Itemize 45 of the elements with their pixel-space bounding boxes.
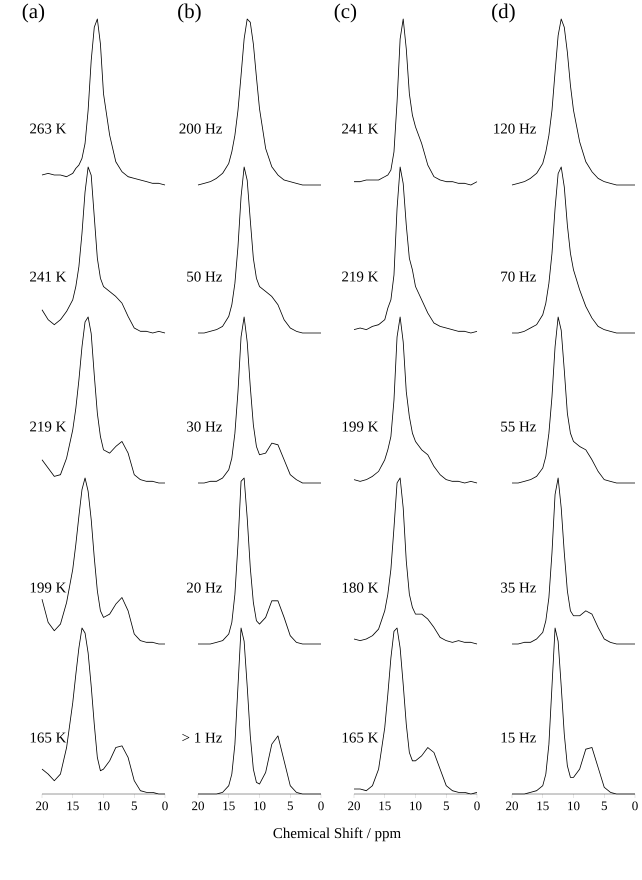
series-label: 165 K bbox=[30, 732, 66, 743]
x-tick-label: 20 bbox=[348, 802, 360, 810]
x-tick-label: 10 bbox=[568, 802, 580, 810]
chart-title: (c) bbox=[334, 4, 356, 22]
series-label: 241 K bbox=[30, 272, 66, 282]
series-label: 55 Hz bbox=[501, 422, 536, 432]
series-label: 70 Hz bbox=[501, 272, 536, 282]
x-tick-label: 0 bbox=[632, 802, 638, 810]
x-tick-label: 10 bbox=[98, 802, 110, 810]
series-label: 199 K bbox=[30, 582, 66, 593]
chart-title: (b) bbox=[178, 4, 201, 22]
x-tick-label: 20 bbox=[192, 802, 204, 810]
series-label: 263 K bbox=[30, 124, 66, 134]
series-label: 219 K bbox=[342, 272, 378, 282]
series-label: 180 K bbox=[342, 582, 378, 593]
series-label: 120 Hz bbox=[494, 124, 536, 134]
series-label: 199 K bbox=[342, 422, 378, 432]
chart-title: (d) bbox=[492, 4, 515, 22]
x-axis-title: Chemical Shift / ppm bbox=[273, 828, 401, 842]
x-tick-label: 15 bbox=[223, 802, 235, 810]
chart-title: (a) bbox=[22, 4, 44, 22]
series-label: 50 Hz bbox=[187, 272, 222, 282]
series-label: 15 Hz bbox=[502, 732, 536, 743]
x-tick-label: 15 bbox=[537, 802, 549, 810]
x-tick-label: 10 bbox=[254, 802, 266, 810]
series-label: > 1 Hz bbox=[182, 732, 222, 742]
x-tick-label: 15 bbox=[379, 802, 391, 810]
x-tick-label: 5 bbox=[132, 802, 137, 810]
x-tick-label: 0 bbox=[162, 802, 168, 810]
x-tick-label: 0 bbox=[474, 802, 480, 810]
x-tick-label: 5 bbox=[444, 802, 449, 810]
series-label: 35 Hz bbox=[501, 582, 536, 593]
x-tick-label: 5 bbox=[602, 802, 607, 810]
series-label: 241 K bbox=[342, 124, 378, 134]
x-tick-label: 0 bbox=[318, 802, 324, 810]
series-label: 20 Hz bbox=[186, 582, 222, 593]
x-tick-label: 15 bbox=[67, 802, 79, 810]
series-label: 30 Hz bbox=[187, 422, 222, 432]
series-label: 165 K bbox=[342, 732, 378, 743]
x-tick-label: 20 bbox=[506, 802, 518, 810]
x-tick-label: 20 bbox=[36, 802, 48, 810]
series-label: 200 Hz bbox=[179, 124, 222, 134]
series-label: 219 K bbox=[30, 422, 66, 432]
x-tick-label: 5 bbox=[288, 802, 293, 810]
x-tick-label: 10 bbox=[410, 802, 422, 810]
